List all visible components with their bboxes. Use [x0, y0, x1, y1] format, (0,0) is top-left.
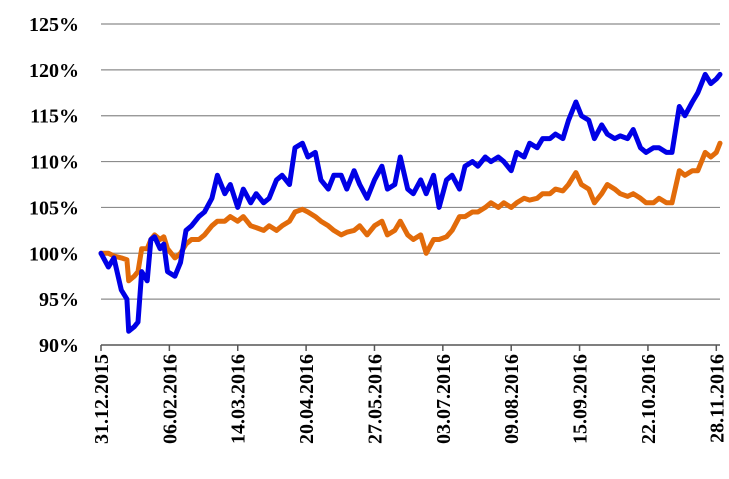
- x-tick-label: 31.12.2015: [91, 354, 113, 444]
- y-tick-label: 90%: [39, 335, 79, 357]
- y-tick-label: 95%: [39, 289, 79, 311]
- series-lines: [98, 71, 723, 334]
- x-tick-label: 22.10.2016: [638, 354, 660, 444]
- series-line-1: [98, 71, 723, 334]
- y-tick-label: 120%: [29, 60, 79, 82]
- y-tick-label: 100%: [29, 243, 79, 265]
- y-tick-label: 125%: [29, 14, 79, 36]
- grid-lines: [101, 23, 720, 300]
- series-line-2: [98, 140, 723, 284]
- x-tick-label: 06.02.2016: [159, 354, 181, 444]
- x-axis: [100, 344, 720, 351]
- x-tick-label: 28.11.2016: [706, 354, 728, 443]
- y-axis-tick-labels: 90% 95% 100% 105% 110% 115% 120% 125%: [29, 14, 79, 357]
- x-tick-label: 20.04.2016: [296, 354, 318, 444]
- y-tick-label: 105%: [29, 197, 79, 219]
- x-axis-tick-labels: 31.12.2015 06.02.2016 14.03.2016 20.04.2016…: [91, 354, 728, 444]
- x-tick-label: 14.03.2016: [228, 354, 250, 444]
- x-tick-label: 03.07.2016: [433, 354, 455, 444]
- x-tick-label: 15.09.2016: [570, 354, 592, 444]
- x-tick-label: 27.05.2016: [364, 354, 386, 444]
- y-tick-label: 115%: [30, 106, 79, 128]
- x-tick-label: 09.08.2016: [501, 354, 523, 444]
- y-tick-label: 110%: [30, 152, 79, 174]
